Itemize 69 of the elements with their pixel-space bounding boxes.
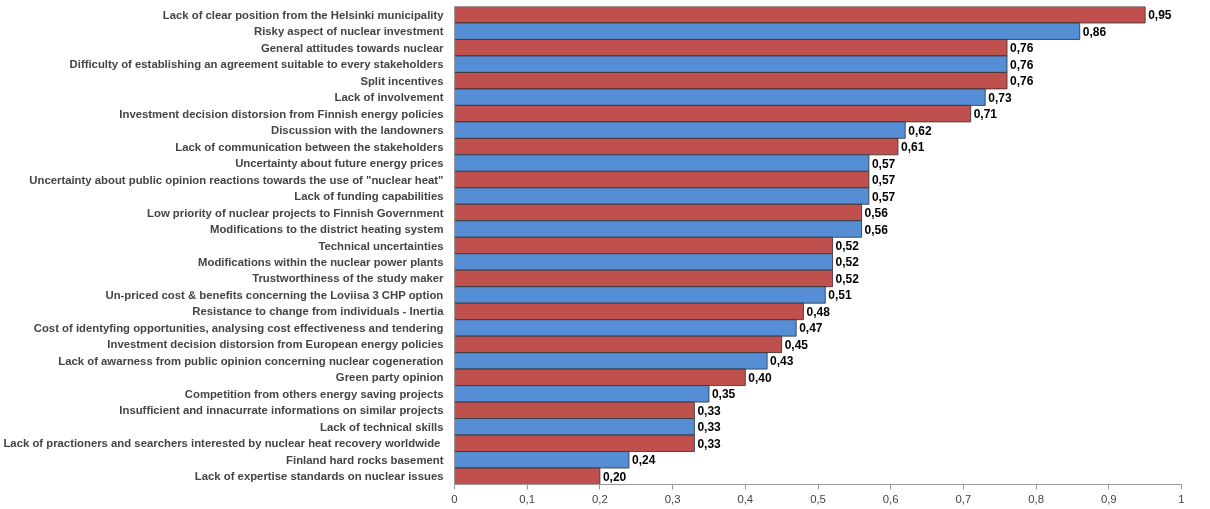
data-label: 0,57 — [871, 156, 896, 171]
data-label: 0,57 — [871, 173, 896, 188]
y-tick-label: Investment decision distorsion from European energy policies — [107, 338, 444, 351]
data-label: 0,33 — [697, 420, 722, 435]
data-label: 0,43 — [770, 354, 794, 369]
data-label: 0,24 — [631, 453, 656, 468]
data-label: 0,51 — [828, 288, 852, 303]
x-tick-label: 0,6 — [882, 492, 899, 505]
data-label: 0,52 — [835, 239, 860, 253]
data-label: 0,47 — [799, 321, 823, 336]
data-label: 0,20 — [602, 469, 627, 484]
data-label: 0,33 — [697, 436, 722, 451]
y-tick-label: Lack of funding capabilities — [294, 190, 444, 203]
x-tick-label: 0,2 — [592, 492, 608, 505]
data-label: 0,48 — [806, 304, 831, 319]
y-tick-label: Lack of involvement — [334, 91, 444, 104]
y-tick-label: Lack of expertise standards on nuclear issues — [194, 470, 444, 483]
y-tick-label: Cost of identyfing opportunities, analysing cost effectiveness and tendering — [33, 321, 444, 334]
x-tick-label: 0,9 — [1100, 492, 1117, 505]
y-tick-label: Un-priced cost & benefits concerning the Loviisa 3 CHP option — [105, 288, 444, 301]
y-tick-label: Modifications within the nuclear power plants — [198, 255, 444, 268]
data-label: 0,95 — [1148, 8, 1172, 23]
y-tick-label: Low priority of nuclear projects to Finnish Government — [147, 206, 444, 219]
data-label: 0,86 — [1082, 24, 1107, 39]
x-tick-label: 0,7 — [955, 492, 972, 505]
x-tick-label: 0,4 — [737, 492, 754, 505]
data-label: 0,33 — [697, 403, 722, 418]
data-label: 0,56 — [864, 222, 889, 237]
y-tick-label: Uncertainty about public opinion reactions towards the use of "nuclear heat" — [29, 173, 444, 186]
data-label: 0,61 — [900, 140, 925, 155]
y-tick-label: Green party opinion — [335, 371, 444, 384]
x-tick-label: 0,5 — [810, 492, 826, 505]
x-tick-label: 0,8 — [1028, 492, 1044, 505]
y-tick-label: Investment decision distorsion from Finnish energy policies — [119, 107, 444, 120]
y-tick-label: Trustworthiness of the study maker — [252, 272, 445, 285]
y-tick-label: Technical uncertainties — [318, 239, 444, 252]
data-label: 0,52 — [835, 271, 860, 286]
data-label: 0,71 — [973, 107, 998, 122]
y-tick-label: Competition from others energy saving projects — [184, 387, 444, 400]
y-tick-label: Lack of clear position from the Helsinki municipality — [162, 8, 445, 21]
x-tick-label: 1 — [1178, 492, 1185, 505]
data-label: 0,73 — [988, 90, 1012, 105]
y-tick-label: Risky aspect of nuclear investment — [254, 25, 444, 38]
y-tick-label: Difficulty of establishing an agreement suitable to every stakeholders — [69, 58, 444, 71]
y-tick-label: Modifications to the district heating system — [209, 223, 444, 236]
data-label: 0,40 — [748, 370, 772, 385]
data-label: 0,56 — [864, 206, 889, 221]
data-label: 0,57 — [871, 189, 896, 204]
y-tick-label: Lack of practioners and searchers interested by nuclear heat recovery worldwide — [3, 437, 441, 450]
y-tick-label: Lack of technical skills — [320, 420, 444, 433]
data-label: 0,62 — [908, 123, 932, 138]
data-label: 0,76 — [1010, 41, 1034, 56]
data-label: 0,35 — [711, 387, 736, 402]
y-tick-label: Insufficient and innacurrate informations on similar projects — [119, 404, 444, 417]
x-tick-label: 0,3 — [664, 492, 681, 505]
y-tick-label: General attitudes towards nuclear — [260, 41, 445, 54]
x-tick-label: 0 — [451, 492, 458, 505]
data-label: 0,76 — [1010, 74, 1034, 89]
data-label: 0,52 — [835, 255, 860, 270]
y-tick-label: Uncertainty about future energy prices — [235, 157, 444, 170]
y-tick-label: Split incentives — [360, 74, 444, 87]
data-label: 0,76 — [1010, 57, 1034, 72]
y-tick-label: Discussion with the landowners — [271, 124, 444, 137]
x-tick-label: 0,1 — [519, 492, 536, 505]
y-tick-label: Lack of awarness from public opinion concerning nuclear cogeneration — [58, 354, 444, 367]
y-tick-label: Finland hard rocks basement — [286, 453, 444, 466]
y-tick-label: Resistance to change from individuals - Inertia — [192, 305, 445, 318]
data-label: 0,45 — [784, 337, 809, 352]
y-tick-label: Lack of communication between the stakeholders — [175, 140, 444, 153]
